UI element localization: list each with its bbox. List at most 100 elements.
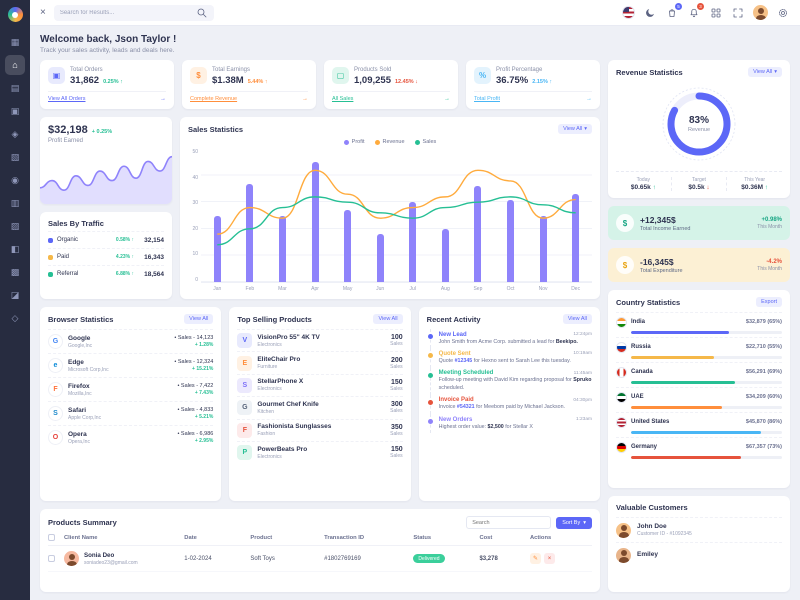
- row-checkbox[interactable]: [48, 555, 55, 562]
- sales-statistics-title: Sales Statistics: [188, 124, 244, 134]
- donut-arc: [667, 92, 731, 156]
- welcome-header: Welcome back, Json Taylor ! Track your s…: [40, 34, 790, 54]
- menu-close-icon[interactable]: ×: [40, 6, 46, 18]
- customer-name: Emiley: [637, 551, 658, 558]
- products-view-all-button[interactable]: View All: [373, 314, 403, 324]
- dark-mode-moon-icon[interactable]: [643, 6, 657, 20]
- user-avatar[interactable]: [753, 5, 768, 20]
- cell-transaction-id: #1802769169: [324, 555, 361, 562]
- sidebar-item[interactable]: ◈: [5, 124, 25, 144]
- top-products-title: Top Selling Products: [237, 314, 312, 324]
- table-column-header[interactable]: Transaction ID: [324, 534, 365, 541]
- top-selling-products-card: Top Selling Products View All V VisionPr…: [229, 307, 411, 501]
- language-flag-icon[interactable]: [621, 6, 635, 20]
- revenue-view-all-button[interactable]: View All ▾: [748, 67, 782, 77]
- table-column-header[interactable]: Cost: [479, 534, 493, 541]
- sales-bars: [201, 149, 592, 282]
- activity-title: Quote Sent: [438, 350, 471, 357]
- table-column-header[interactable]: Client Name: [64, 534, 98, 541]
- delete-icon[interactable]: ×: [543, 553, 555, 564]
- activity-highlight[interactable]: #12345: [454, 357, 473, 364]
- country-progress-bar: [631, 455, 742, 459]
- sidebar-item-icon: ◇: [11, 312, 19, 323]
- sidebar-item[interactable]: ▧: [5, 147, 25, 167]
- table-column-header[interactable]: Product: [250, 534, 273, 541]
- sidebar: ▦ ⌂ ▤ ▣ ◈ ▧ ◉: [0, 0, 30, 600]
- profit-earned-delta: + 0.25%: [91, 129, 113, 135]
- revenue-stat-label: Target: [692, 177, 706, 183]
- table-column-header[interactable]: Date: [184, 534, 197, 541]
- browser-logo-icon: F: [48, 382, 63, 397]
- chart-legend: Profit Revenue Sales: [188, 139, 592, 145]
- cart-icon[interactable]: 5: [665, 2, 682, 20]
- select-all-checkbox[interactable]: [48, 534, 55, 541]
- table-column-header[interactable]: Status: [413, 534, 432, 541]
- browser-view-all-button[interactable]: View All: [184, 314, 214, 324]
- sidebar-item[interactable]: ⌂: [5, 55, 25, 75]
- stat-label: Profit Percentage: [496, 67, 543, 73]
- traffic-dot-icon: [48, 237, 53, 243]
- browser-sales: • Sales - 14,123: [174, 335, 214, 341]
- sidebar-item[interactable]: ▤: [5, 78, 25, 98]
- product-category: Furniture: [257, 364, 278, 371]
- search-input[interactable]: [59, 9, 192, 16]
- sidebar-item[interactable]: ◧: [5, 239, 25, 259]
- sidebar-item[interactable]: ◇: [5, 308, 25, 328]
- sort-by-button[interactable]: Sort By ▾: [556, 516, 592, 529]
- country-name: India: [631, 319, 646, 325]
- sidebar-item[interactable]: ◉: [5, 170, 25, 190]
- cell-date: 1-02-2024: [184, 555, 212, 562]
- donut-percent: 83%: [688, 115, 709, 126]
- edit-icon[interactable]: ✎: [529, 553, 541, 564]
- activity-highlight[interactable]: $2,500: [487, 423, 504, 430]
- income-label: Total Income Earned: [640, 225, 691, 232]
- sidebar-item[interactable]: ◪: [5, 285, 25, 305]
- app-logo-icon[interactable]: [7, 7, 23, 22]
- customer-id: Customer ID - #1092345: [637, 531, 692, 537]
- search-icon[interactable]: [196, 7, 208, 19]
- activity-view-all-button[interactable]: View All: [562, 314, 592, 324]
- sidebar-item-icon: ▣: [10, 105, 20, 116]
- table-column-header[interactable]: Actions: [529, 534, 552, 541]
- stat-link[interactable]: Complete Revenue: [190, 96, 238, 102]
- activity-highlight[interactable]: #54321: [456, 404, 475, 411]
- sidebar-item[interactable]: ▩: [5, 262, 25, 282]
- browser-row: F Firefox Mozilla,Inc • Sales - 7,422 + …: [48, 377, 214, 401]
- stat-delta: 0.25% ↑: [103, 79, 123, 85]
- us-flag-icon: [621, 6, 635, 19]
- sidebar-item[interactable]: ▥: [5, 193, 25, 213]
- product-name: EliteChair Pro: [257, 356, 301, 364]
- activity-text: Invoice #54321 for Meebom paid by Michae…: [438, 404, 565, 411]
- status-badge: Delivered: [413, 554, 445, 563]
- sales-view-all-button[interactable]: View All ▾: [558, 124, 592, 134]
- stat-link[interactable]: Total Profit: [474, 96, 500, 102]
- profit-earned-card: $32,198 + 0.25% Profit Earned: [40, 117, 172, 204]
- income-period: This Month: [757, 223, 782, 230]
- stat-link[interactable]: All Sales: [332, 96, 354, 102]
- product-qty: 150: [390, 446, 403, 454]
- traffic-dot-icon: [48, 271, 53, 277]
- settings-gear-icon[interactable]: [776, 6, 790, 20]
- notifications-bell-icon[interactable]: 3: [687, 2, 704, 20]
- fullscreen-icon[interactable]: [731, 6, 745, 20]
- activity-text: John Smith from Acme Corp. submitted a l…: [438, 338, 578, 345]
- activity-highlight[interactable]: Beekipo.: [555, 338, 578, 345]
- activity-title: New Lead: [438, 331, 467, 338]
- sidebar-item[interactable]: ▣: [5, 101, 25, 121]
- notifications-badge: 3: [697, 2, 704, 10]
- product-row: G Gourmet Chef Knife Kitchen 300 Sales: [237, 396, 403, 418]
- activity-highlight[interactable]: Spruko: [573, 377, 592, 384]
- stat-value: 31,862: [70, 75, 100, 86]
- stat-card: ▢ Products Sold 1,09,255 12.45% ↓: [324, 60, 458, 109]
- table-search-input[interactable]: [466, 516, 552, 529]
- search-box[interactable]: [53, 4, 214, 21]
- activity-time: 12:24pm: [573, 332, 592, 337]
- apps-grid-icon[interactable]: [709, 6, 723, 20]
- sidebar-item[interactable]: ▨: [5, 216, 25, 236]
- revenue-stat: Today $0.65k ↑: [616, 177, 671, 191]
- product-row: S StellarPhone X Electronics 150 Sales: [237, 373, 403, 396]
- sidebar-item[interactable]: ▦: [5, 32, 25, 52]
- activity-time: 11:45am: [573, 370, 592, 376]
- export-button[interactable]: Export: [756, 297, 782, 307]
- stat-link[interactable]: View All Orders: [48, 96, 86, 102]
